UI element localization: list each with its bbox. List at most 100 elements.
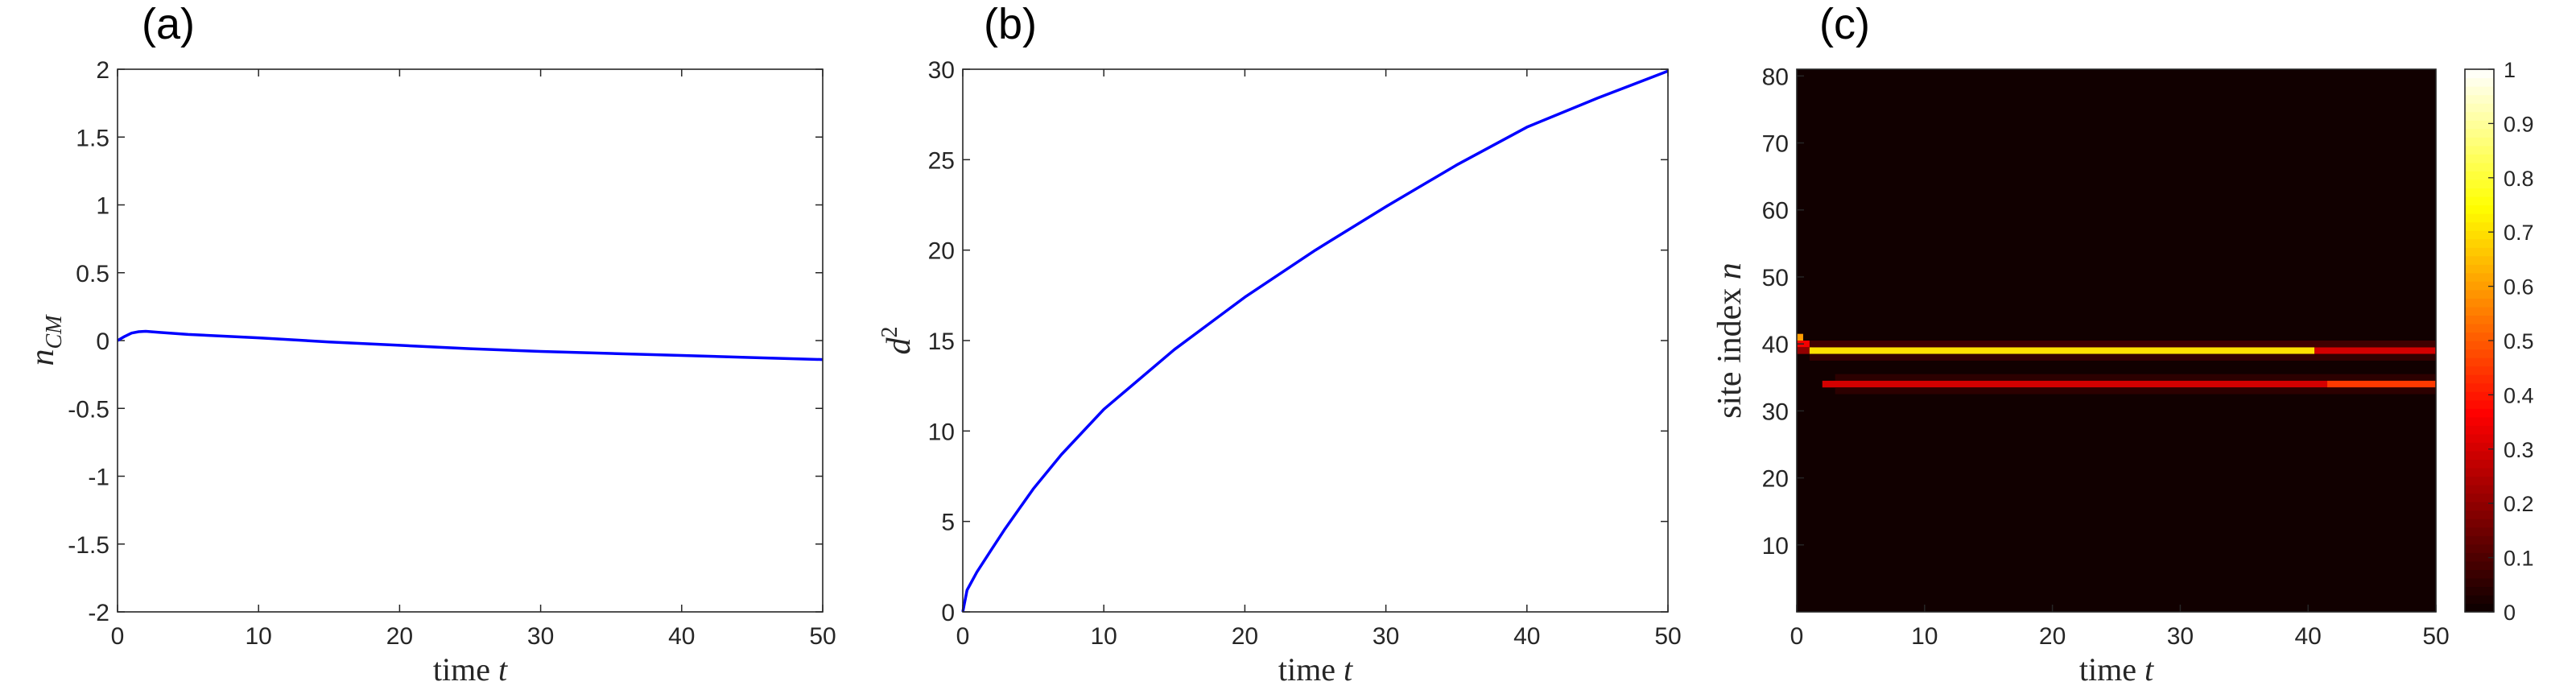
colorbar-segment bbox=[2465, 162, 2494, 171]
colorbar-segment bbox=[2465, 416, 2494, 426]
panel-c-xlabel: time t bbox=[2079, 651, 2154, 688]
colorbar-tick-label: 0 bbox=[2504, 601, 2516, 625]
y-tick-label: 70 bbox=[1762, 131, 1789, 158]
series-line-0 bbox=[961, 69, 1669, 613]
y-tick-label: -1.5 bbox=[68, 532, 109, 559]
panel-b-xlabel: time t bbox=[1278, 651, 1353, 688]
panel-b-plot-area bbox=[963, 69, 1668, 612]
y-tick-label: 10 bbox=[1762, 533, 1789, 560]
panel-c-colorbar-frame bbox=[2464, 68, 2495, 613]
colorbar-segment bbox=[2465, 281, 2494, 291]
y-tick-label: 25 bbox=[928, 147, 955, 174]
colorbar-segment bbox=[2465, 433, 2494, 443]
colorbar-segment bbox=[2465, 594, 2494, 605]
colorbar-segment bbox=[2465, 399, 2494, 409]
colorbar-segment bbox=[2465, 357, 2494, 367]
colorbar-tick-label: 0.7 bbox=[2504, 221, 2534, 245]
heatmap-band bbox=[1809, 347, 2315, 354]
y-tick-label: 2 bbox=[96, 57, 109, 84]
colorbar-tick-label: 0.9 bbox=[2504, 112, 2534, 136]
x-tick-label: 20 bbox=[1232, 623, 1258, 650]
colorbar-tick-label: 0.8 bbox=[2504, 167, 2534, 191]
x-tick-label: 50 bbox=[809, 623, 836, 650]
x-tick-label: 40 bbox=[2295, 623, 2322, 650]
x-tick-label: 50 bbox=[2422, 623, 2449, 650]
heatmap-band bbox=[1797, 341, 1813, 348]
x-tick-label: 40 bbox=[1513, 623, 1540, 650]
panel-c-heatmap bbox=[1797, 69, 2436, 612]
colorbar-segment bbox=[2465, 332, 2494, 341]
x-tick-label: 40 bbox=[668, 623, 695, 650]
panel-a-ylabel: nCM bbox=[24, 314, 67, 366]
heatmap-band bbox=[1809, 353, 2436, 361]
y-tick-label: 0.5 bbox=[76, 261, 109, 287]
y-tick-label: 0 bbox=[941, 600, 955, 626]
colorbar-segment bbox=[2465, 171, 2494, 180]
colorbar-segment bbox=[2465, 408, 2494, 418]
colorbar-segment bbox=[2465, 86, 2494, 96]
colorbar-segment bbox=[2465, 391, 2494, 401]
colorbar-segment bbox=[2465, 137, 2494, 147]
panel-b-ticks: 0 10 20 30 40 50 0 5 10 15 20 25 30 bbox=[928, 57, 1682, 650]
colorbar-segment bbox=[2465, 450, 2494, 461]
heatmap-band bbox=[1809, 341, 2436, 348]
panel-a-label: (a) bbox=[142, 0, 195, 48]
panel-a-xlabel: time t bbox=[433, 651, 508, 688]
y-tick-label: 5 bbox=[941, 510, 955, 536]
x-tick-label: 10 bbox=[1911, 623, 1938, 650]
colorbar-segment bbox=[2465, 221, 2494, 231]
colorbar-segment bbox=[2465, 560, 2494, 570]
svg-text:nCM: nCM bbox=[24, 314, 67, 366]
colorbar-segment bbox=[2465, 120, 2494, 130]
colorbar-tick-label: 0.3 bbox=[2504, 438, 2534, 462]
y-tick-label: 20 bbox=[1762, 466, 1789, 493]
y-tick-label: 15 bbox=[928, 328, 955, 355]
colorbar-segment bbox=[2465, 586, 2494, 596]
y-tick-label: -0.5 bbox=[68, 396, 109, 423]
colorbar-segment bbox=[2465, 264, 2494, 274]
colorbar-tick-label: 0.4 bbox=[2504, 383, 2534, 407]
colorbar-segment bbox=[2465, 510, 2494, 519]
colorbar-segment bbox=[2465, 306, 2494, 316]
y-tick-label: 1.5 bbox=[76, 125, 109, 151]
colorbar-tick-label: 0.1 bbox=[2504, 547, 2534, 571]
colorbar-segment bbox=[2465, 255, 2494, 265]
y-tick-label: -1 bbox=[88, 465, 109, 491]
colorbar-segment bbox=[2465, 77, 2494, 87]
colorbar-segment bbox=[2465, 603, 2494, 613]
colorbar-segment bbox=[2465, 518, 2494, 528]
heatmap-band bbox=[2314, 347, 2436, 354]
heatmap-band bbox=[1797, 333, 1803, 341]
x-tick-label: 0 bbox=[956, 623, 970, 650]
y-tick-label: 40 bbox=[1762, 332, 1789, 358]
x-tick-label: 10 bbox=[1091, 623, 1117, 650]
y-tick-label: 30 bbox=[928, 57, 955, 84]
colorbar-segment bbox=[2465, 577, 2494, 588]
panel-c-ylabel: site index n bbox=[1711, 262, 1748, 419]
colorbar-segment bbox=[2465, 493, 2494, 502]
x-tick-label: 0 bbox=[1790, 623, 1804, 650]
heatmap-band bbox=[1822, 380, 2328, 388]
colorbar-segment bbox=[2465, 111, 2494, 121]
x-tick-label: 20 bbox=[386, 623, 413, 650]
panel-b-frame bbox=[962, 68, 1669, 613]
colorbar-segment bbox=[2465, 341, 2494, 350]
colorbar-segment bbox=[2465, 527, 2494, 536]
colorbar-segment bbox=[2465, 230, 2494, 240]
colorbar-segment bbox=[2465, 442, 2494, 452]
panel-c-frame bbox=[1796, 68, 2437, 613]
colorbar-segment bbox=[2465, 569, 2494, 579]
x-tick-label: 30 bbox=[1373, 623, 1399, 650]
panel-a: (a) 0 10 20 30 40 50 -2 -1.5 -1 -0.5 0 0.5 1 1.5 2 tim… bbox=[24, 0, 836, 688]
colorbar-segment bbox=[2465, 374, 2494, 384]
colorbar-tick-label: 1 bbox=[2504, 58, 2516, 82]
y-tick-label: 30 bbox=[1762, 399, 1789, 425]
colorbar-segment bbox=[2465, 543, 2494, 553]
colorbar-segment bbox=[2465, 476, 2494, 485]
colorbar-segment bbox=[2465, 179, 2494, 189]
y-tick-label: 50 bbox=[1762, 265, 1789, 291]
colorbar-segment bbox=[2465, 196, 2494, 206]
y-tick-label: 1 bbox=[96, 193, 109, 220]
panel-a-series bbox=[117, 329, 824, 361]
